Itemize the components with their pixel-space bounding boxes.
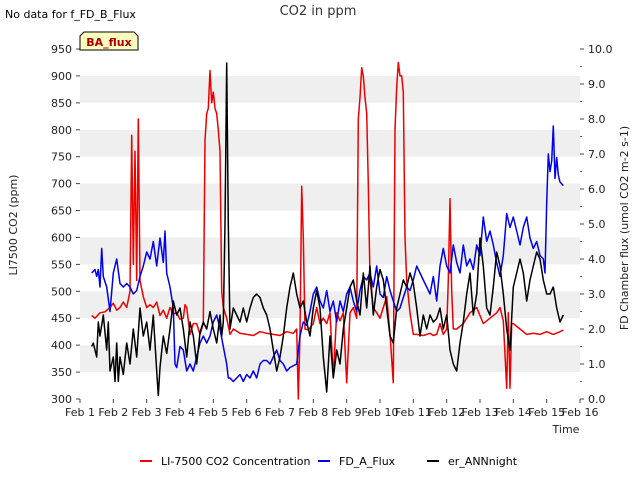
x-tick-label: Feb 3	[132, 406, 162, 419]
x-tick-label: Feb 16	[562, 406, 599, 419]
badge-label: BA_flux	[86, 36, 131, 49]
legend-label: LI-7500 CO2 Concentration	[161, 455, 311, 468]
x-axis: Feb 1 Feb 2 Feb 3 Feb 4 Feb 5 Feb 6 Feb 7 Feb 8…	[65, 399, 598, 419]
x-tick-label: Feb 11	[395, 406, 432, 419]
y-tick-left-label: 300	[51, 393, 72, 406]
x-tick-label: Feb 15	[528, 406, 565, 419]
grid-band	[80, 183, 580, 211]
grid-band	[80, 75, 580, 103]
y-tick-right-label: 4.0	[588, 253, 606, 266]
legend-label: er_ANNnight	[448, 455, 518, 468]
x-tick-label: Feb 7	[265, 406, 295, 419]
series-layer	[91, 61, 564, 400]
x-tick-label: Feb 9	[332, 406, 362, 419]
y-tick-right-label: 2.0	[588, 323, 606, 336]
grid-band	[80, 345, 580, 373]
x-tick-label: Feb 10	[362, 406, 399, 419]
y-tick-right-label: 7.0	[588, 148, 606, 161]
chart-title: CO2 in ppm	[280, 4, 357, 19]
x-tick-label: Feb 12	[428, 406, 465, 419]
grid-band	[80, 129, 580, 157]
x-tick-label: Feb 8	[298, 406, 328, 419]
y-tick-left-label: 400	[51, 339, 72, 352]
y-tick-right-label: 9.0	[588, 78, 606, 91]
x-tick-label: Feb 5	[198, 406, 228, 419]
y-tick-left-label: 600	[51, 231, 72, 244]
y-tick-left-label: 850	[51, 97, 72, 110]
y-tick-right-label: 3.0	[588, 288, 606, 301]
y-tick-left-label: 900	[51, 70, 72, 83]
y-tick-right-label: 0.0	[588, 393, 606, 406]
x-tick-label: Feb 4	[165, 406, 195, 419]
right-y-axis: 0.0 1.0 2.0 3.0 4.0 5.0 6.0 7.0 8.0 9.0 10.0	[580, 43, 613, 406]
badge: BA_flux	[79, 31, 139, 51]
y-tick-right-label: 8.0	[588, 113, 606, 126]
y-axis-left-label: LI7500 CO2 (ppm)	[7, 175, 20, 276]
y-tick-left-label: 500	[51, 285, 72, 298]
series-line	[91, 62, 564, 397]
legend-label: FD_A_Flux	[339, 455, 396, 468]
y-tick-right-label: 1.0	[588, 358, 606, 371]
y-tick-left-label: 550	[51, 258, 72, 271]
y-tick-left-label: 750	[51, 151, 72, 164]
x-tick-label: Feb 2	[98, 406, 128, 419]
y-axis-right-label: FD Chamber flux (umol CO2 m-2 s-1)	[618, 126, 631, 330]
x-tick-label: Feb 1	[65, 406, 95, 419]
y-tick-right-label: 10.0	[588, 43, 613, 56]
y-tick-left-label: 350	[51, 366, 72, 379]
grid-bands	[80, 75, 580, 373]
x-tick-label: Feb 6	[232, 406, 262, 419]
legend: LI-7500 CO2 Concentration FD_A_Flux er_ANN…	[140, 455, 518, 468]
y-tick-left-label: 700	[51, 178, 72, 191]
x-tick-label: Feb 13	[462, 406, 499, 419]
y-tick-left-label: 800	[51, 124, 72, 137]
no-data-note: No data for f_FD_B_Flux	[5, 8, 136, 21]
series-line	[91, 125, 564, 383]
y-tick-right-label: 5.0	[588, 218, 606, 231]
y-tick-right-label: 6.0	[588, 183, 606, 196]
y-tick-left-label: 450	[51, 312, 72, 325]
left-y-axis: 300 350 400 450 500 550 600 650 700 750 800 850 900 9…	[51, 43, 80, 406]
y-tick-left-label: 950	[51, 43, 72, 56]
y-tick-left-label: 650	[51, 205, 72, 218]
x-tick-label: Feb 14	[495, 406, 532, 419]
x-axis-label: Time	[552, 423, 580, 436]
